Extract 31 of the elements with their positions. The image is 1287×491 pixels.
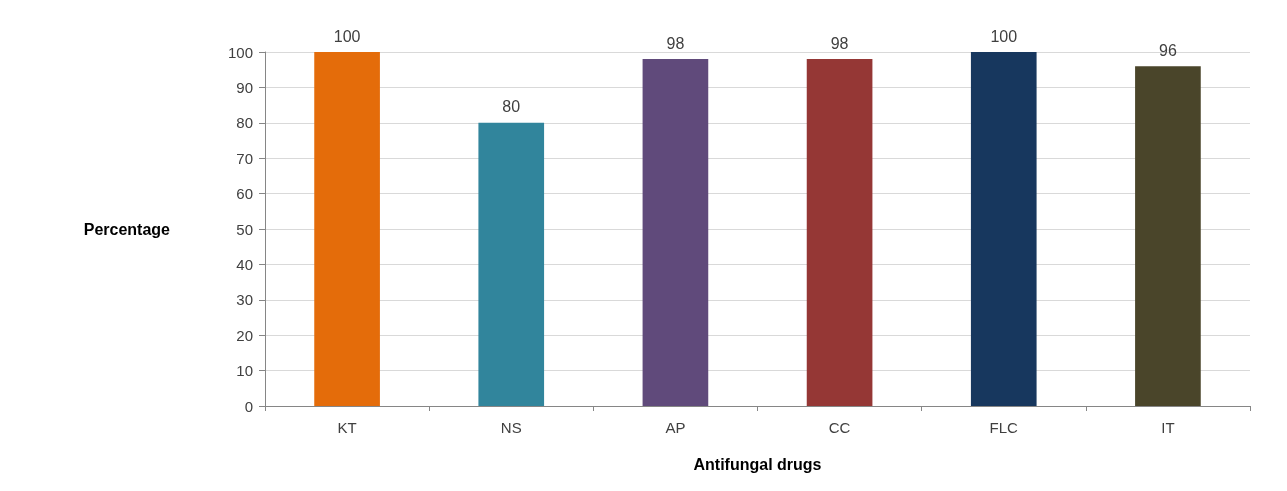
y-tick-label: 80 [236,114,253,132]
x-tick-label: IT [1161,419,1175,436]
x-tick-label: AP [665,419,686,436]
bar [806,59,873,406]
data-label: 100 [990,27,1018,45]
y-tick-label: 20 [236,326,253,344]
x-axis-title: Antifungal drugs [693,455,822,473]
x-tick-label: CC [828,419,851,436]
data-label: 98 [830,34,849,52]
bar [1135,66,1201,406]
y-tick-label: 30 [236,291,253,309]
y-tick-label: 0 [244,397,253,415]
bar [970,52,1037,406]
x-tick-label: FLC [989,419,1019,436]
bar [314,52,380,406]
y-tick-label: 10 [236,362,253,380]
data-label: 96 [1159,41,1177,59]
y-tick-label: 70 [236,149,253,167]
y-tick-label: 40 [236,255,253,273]
data-label: 98 [666,34,685,52]
x-tick-label: KT [337,419,357,436]
x-tick-label: NS [500,419,522,436]
y-tick-label: 90 [236,78,253,96]
y-axis-title: Percentage [83,220,171,238]
bar [642,59,709,406]
data-label: 100 [333,27,361,45]
y-tick-label: 50 [236,220,253,238]
y-tick-label: 100 [227,43,253,61]
y-tick-label: 60 [236,185,253,203]
data-label: 80 [502,98,521,116]
bar [478,122,545,406]
